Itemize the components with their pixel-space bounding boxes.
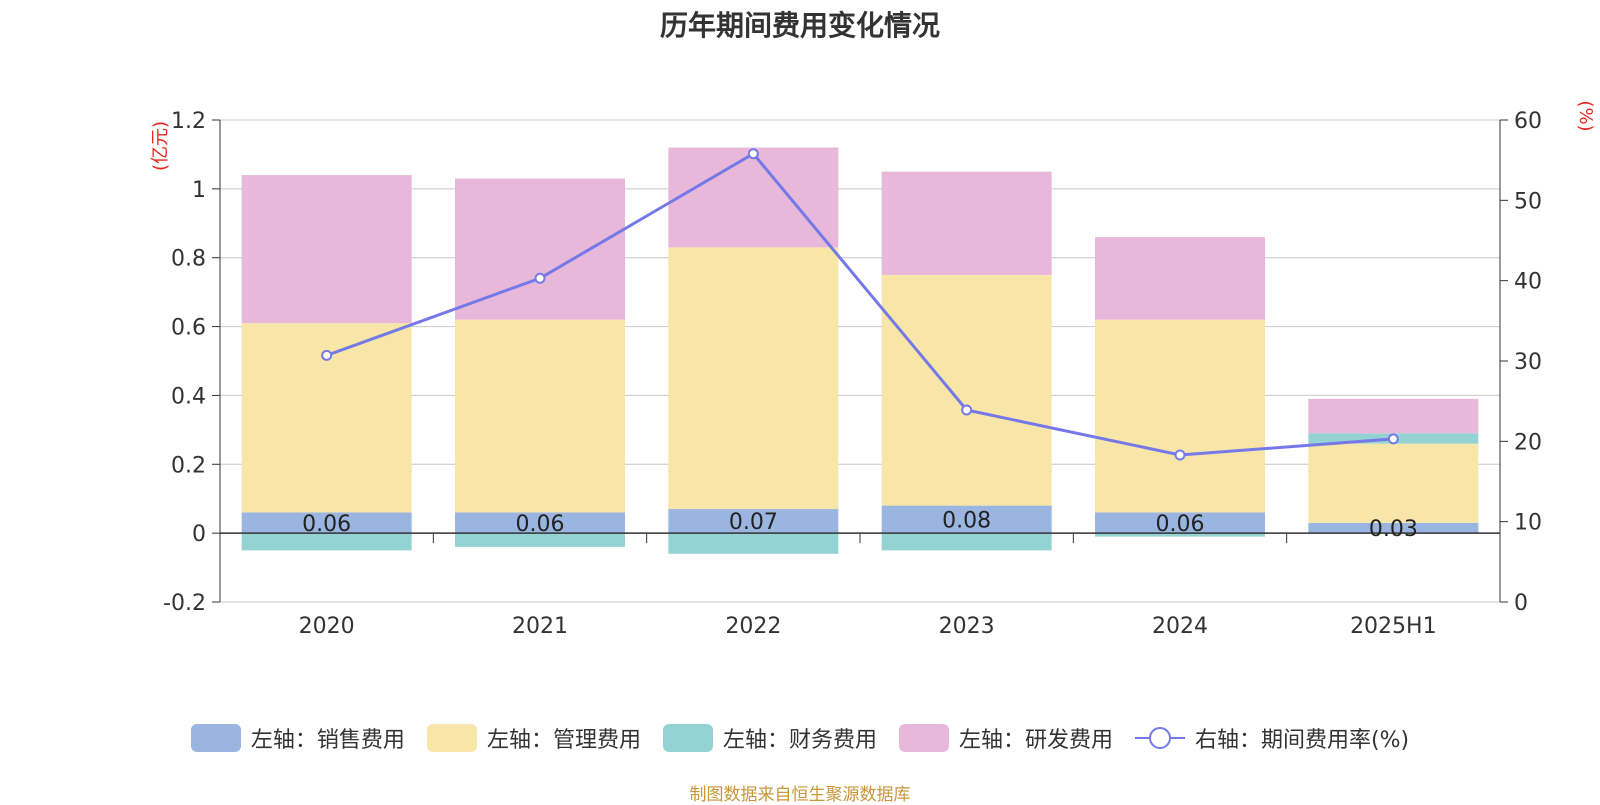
bar-sales-2021 [455,512,625,534]
x-tick-label: 2022 [725,614,781,639]
y-left-tick-label: 1.2 [171,109,206,134]
legend-swatch-icon [190,724,241,752]
rate-point [1387,433,1399,445]
bar-admin-2022 [668,247,839,510]
y-left-tick-label: -0.2 [163,591,206,616]
bar-admin-2024 [1095,319,1265,513]
y-left-tick-label: 1 [192,178,206,203]
bar-finance-2022 [668,533,839,554]
legend-line-circle-icon [1134,727,1185,749]
legend-item-finance[interactable]: 左轴：财务费用 [662,722,877,754]
bar-sales-2020 [241,512,412,534]
bar-admin-2021 [455,319,625,513]
legend-item-admin[interactable]: 左轴：管理费用 [426,722,641,754]
x-tick-label: 2024 [1152,614,1208,639]
y-left-tick-label: 0.6 [171,316,206,341]
data-label: 0.06 [516,512,565,537]
y-left-tick-label: 0.8 [171,247,206,272]
bar-sales-2023 [881,505,1052,534]
legend-swatch-icon [426,724,477,752]
legend-label: 左轴：研发费用 [958,728,1113,753]
bar-finance-2023 [881,533,1052,551]
bar-finance-2024 [1095,533,1265,537]
rate-point [961,404,973,416]
y-right-tick-label: 0 [1514,591,1528,616]
bar-admin-2025H1 [1308,443,1479,523]
y-right-tick-label: 60 [1514,109,1542,134]
y-right-tick-label: 40 [1514,270,1542,295]
y-left-unit-label: (亿元) [150,121,171,171]
data-label: 0.03 [1369,517,1418,542]
data-label: 0.06 [1156,512,1205,537]
x-tick-label: 2020 [299,614,355,639]
legend-label: 左轴：销售费用 [250,728,405,753]
y-left-tick-label: 0.2 [171,453,206,478]
y-right-tick-label: 50 [1514,189,1542,214]
bar-finance-2020 [241,533,412,551]
y-right-tick-label: 30 [1514,350,1542,375]
data-label: 0.07 [729,510,778,535]
bar-rd-2023 [881,171,1052,275]
data-label: 0.08 [942,508,991,533]
x-tick-label: 2021 [512,614,568,639]
legend-label: 左轴：财务费用 [722,728,877,753]
data-label: 0.06 [302,512,351,537]
rate-point [321,349,333,361]
legend-swatch-icon [662,724,713,752]
legend-item-rate[interactable]: 右轴：期间费用率(%) [1134,722,1410,754]
y-left-tick-label: 0.4 [171,384,206,409]
bar-rd-2020 [241,175,412,324]
bar-sales-2022 [668,509,839,534]
data-source-note: 制图数据来自恒生聚源数据库 [689,785,911,805]
legend-label: 右轴：期间费用率(%) [1194,728,1410,753]
legend-item-sales[interactable]: 左轴：销售费用 [190,722,405,754]
bar-sales-2025H1 [1308,522,1479,534]
rate-point [1174,449,1186,461]
bar-finance-2021 [455,533,625,547]
bar-rd-2021 [455,178,625,320]
y-left-tick-label: 0 [192,522,206,547]
x-tick-label: 2023 [939,614,995,639]
legend-label: 左轴：管理费用 [486,728,641,753]
rate-point [747,148,759,160]
chart-title: 历年期间费用变化情况 [659,9,940,42]
legend-item-rd[interactable]: 左轴：研发费用 [898,722,1113,754]
y-right-tick-label: 20 [1514,430,1542,455]
bar-sales-2024 [1095,512,1265,534]
rate-point [534,272,546,284]
chart-legend: 左轴：销售费用 左轴：管理费用 左轴：财务费用 左轴：研发费用 右轴：期间费用率(%) [0,718,1600,758]
bar-rd-2024 [1095,237,1265,320]
y-right-tick-label: 10 [1514,511,1542,536]
legend-circle [1148,727,1171,749]
bar-rd-2025H1 [1308,398,1479,434]
legend-swatch-icon [898,724,949,752]
bar-admin-2023 [881,274,1052,506]
bar-rd-2022 [668,147,839,248]
y-right-unit-label: (%) [1575,100,1596,131]
rate-line [326,151,1394,457]
x-tick-label: 2025H1 [1350,614,1437,639]
